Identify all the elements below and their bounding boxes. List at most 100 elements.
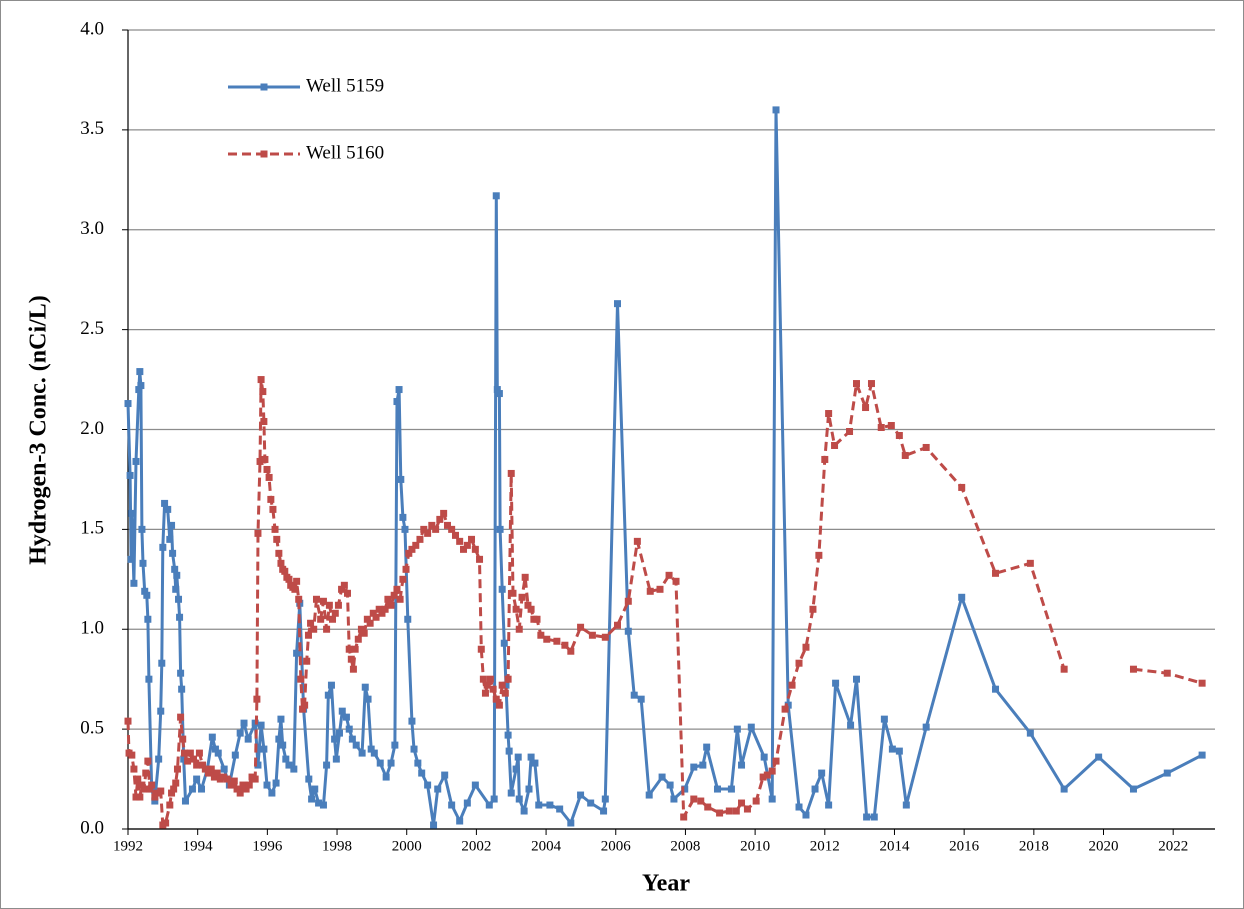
data-point — [743, 805, 751, 813]
data-point — [305, 775, 313, 783]
data-point — [124, 400, 132, 408]
data-point — [304, 631, 312, 639]
data-point — [273, 535, 281, 543]
data-point — [485, 801, 493, 809]
data-point — [233, 785, 241, 793]
data-point — [795, 803, 803, 811]
data-point — [171, 565, 179, 573]
data-point — [556, 805, 564, 813]
data-point — [646, 587, 654, 595]
data-point — [173, 571, 181, 579]
data-point — [992, 685, 1000, 693]
data-point — [348, 735, 356, 743]
data-point — [811, 785, 819, 793]
data-point — [382, 773, 390, 781]
data-point — [430, 821, 438, 829]
data-point — [172, 779, 180, 787]
data-point — [821, 455, 829, 463]
data-point — [867, 380, 875, 388]
data-point — [387, 601, 395, 609]
data-point — [367, 745, 375, 753]
data-point — [825, 801, 833, 809]
data-point — [126, 471, 134, 479]
data-point — [500, 639, 508, 647]
data-point — [1129, 665, 1137, 673]
data-point — [275, 549, 283, 557]
legend-label: Well 5159 — [306, 75, 384, 96]
data-point — [144, 615, 152, 623]
data-point — [199, 761, 207, 769]
data-point — [231, 751, 239, 759]
data-point — [375, 605, 383, 613]
data-point — [327, 681, 335, 689]
data-point — [533, 615, 541, 623]
data-point — [176, 613, 184, 621]
data-point — [901, 451, 909, 459]
data-point — [319, 801, 327, 809]
data-point — [227, 781, 235, 789]
data-point — [260, 745, 268, 753]
data-point — [208, 733, 216, 741]
x-tick-label: 1996 — [252, 838, 283, 854]
data-point — [501, 689, 509, 697]
data-point — [738, 799, 746, 807]
data-point — [254, 761, 262, 769]
data-point — [357, 625, 365, 633]
data-point — [254, 529, 262, 537]
data-point — [363, 615, 371, 623]
data-point — [992, 569, 1000, 577]
data-point — [507, 789, 515, 797]
data-point — [345, 645, 353, 653]
data-point — [204, 769, 212, 777]
data-point — [1060, 785, 1068, 793]
data-point — [680, 813, 688, 821]
data-point — [173, 765, 181, 773]
data-point — [144, 757, 152, 765]
y-tick-label: 1.0 — [80, 618, 104, 639]
data-point — [244, 735, 252, 743]
data-point — [132, 457, 140, 465]
data-point — [699, 761, 707, 769]
data-point — [220, 765, 228, 773]
data-point — [188, 785, 196, 793]
data-point — [1026, 559, 1034, 567]
data-point — [175, 595, 183, 603]
data-point — [297, 675, 305, 683]
data-point — [331, 735, 339, 743]
data-point — [887, 422, 895, 430]
data-point — [146, 785, 154, 793]
data-point — [257, 376, 265, 384]
x-tick-label: 2018 — [1019, 838, 1049, 854]
data-point — [531, 759, 539, 767]
data-point — [236, 729, 244, 737]
data-point — [211, 745, 219, 753]
data-point — [493, 386, 501, 394]
data-point — [404, 615, 412, 623]
data-point — [456, 537, 464, 545]
x-tick-label: 2012 — [810, 838, 840, 854]
data-point — [658, 773, 666, 781]
data-point — [349, 665, 357, 673]
data-point — [236, 789, 244, 797]
data-point — [219, 773, 227, 781]
data-point — [815, 551, 823, 559]
y-tick-label: 4.0 — [80, 18, 104, 39]
data-point — [271, 525, 279, 533]
data-point — [507, 469, 515, 477]
data-point — [364, 695, 372, 703]
data-point — [148, 781, 156, 789]
data-point — [781, 705, 789, 713]
data-point — [230, 777, 238, 785]
data-point — [157, 707, 165, 715]
data-point — [498, 585, 506, 593]
data-point — [922, 443, 930, 451]
data-point — [277, 559, 285, 567]
data-point — [354, 635, 362, 643]
data-point — [393, 585, 401, 593]
data-point — [390, 591, 398, 599]
data-point — [763, 771, 771, 779]
data-point — [261, 455, 269, 463]
x-tick-label: 2010 — [740, 838, 770, 854]
data-point — [157, 787, 165, 795]
data-point — [259, 388, 267, 396]
